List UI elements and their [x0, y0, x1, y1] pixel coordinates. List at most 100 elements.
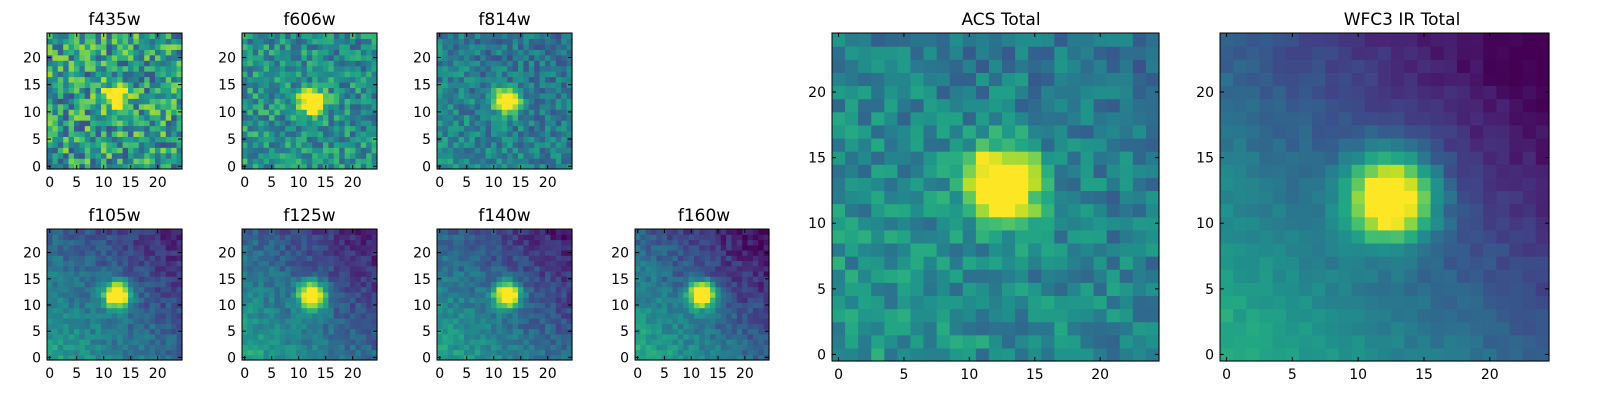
heatmap-cell — [165, 60, 172, 67]
heatmap-cell — [742, 291, 749, 298]
heatmap-cell — [458, 244, 465, 251]
heatmap-cell — [360, 239, 367, 246]
heatmap-cell — [328, 136, 335, 143]
heatmap-cell — [501, 260, 508, 267]
heatmap-cell — [90, 323, 97, 330]
heatmap-cell — [512, 33, 519, 40]
heatmap-cell — [171, 60, 178, 67]
heatmap-cell — [366, 286, 373, 293]
heatmap-cell — [1054, 216, 1069, 231]
heatmap-cell — [317, 38, 324, 45]
heatmap-cell — [122, 125, 129, 132]
heatmap-cell — [464, 92, 470, 99]
heatmap-cell — [165, 136, 172, 143]
heatmap-cell — [485, 109, 492, 116]
heatmap-cell — [469, 344, 476, 351]
heatmap-cell — [306, 109, 313, 116]
heatmap-cell — [247, 109, 254, 116]
heatmap-cell — [845, 164, 859, 178]
heatmap-cell — [263, 281, 270, 288]
heatmap-cell — [832, 308, 846, 323]
heatmap-cell — [263, 76, 270, 83]
heatmap-cell — [910, 334, 925, 349]
heatmap-cell — [496, 239, 503, 246]
x-tick-label: 10 — [485, 175, 503, 191]
heatmap-cell — [117, 312, 124, 319]
heatmap-cell — [469, 33, 476, 40]
heatmap-cell — [252, 265, 259, 272]
heatmap-cell — [263, 265, 270, 272]
heatmap-cell — [1028, 229, 1042, 244]
heatmap-cell — [296, 344, 302, 351]
heatmap-cell — [832, 190, 846, 205]
heatmap-cell — [447, 147, 454, 154]
heatmap-cell — [555, 323, 562, 330]
heatmap-cell — [301, 71, 308, 78]
heatmap-cell — [726, 297, 733, 303]
heatmap-cell — [328, 49, 335, 56]
heatmap-cell — [90, 152, 97, 159]
heatmap-cell — [84, 81, 91, 88]
heatmap-cell — [366, 60, 373, 67]
heatmap-cell — [350, 333, 356, 340]
y-tick-label: 5 — [32, 324, 41, 340]
heatmap-cell — [447, 302, 454, 309]
heatmap-cell — [317, 276, 324, 282]
heatmap-cell — [122, 71, 129, 78]
heatmap-cell — [366, 81, 373, 88]
heatmap-cell — [111, 163, 118, 170]
axes-frame — [46, 32, 183, 170]
heatmap-cell — [523, 291, 530, 298]
heatmap-cell — [371, 130, 378, 137]
heatmap-cell — [165, 239, 172, 246]
heatmap-cell — [453, 344, 460, 351]
heatmap-cell — [339, 125, 346, 132]
heatmap-cell — [95, 163, 102, 170]
heatmap-cell — [138, 65, 145, 72]
heatmap-cell — [453, 114, 460, 121]
heatmap-cell — [693, 229, 700, 235]
heatmap-cell — [742, 297, 749, 303]
heatmap-cell — [366, 339, 373, 345]
heatmap-cell — [52, 265, 59, 272]
heatmap-cell — [63, 54, 70, 61]
heatmap-cell — [501, 339, 508, 345]
heatmap-cell — [528, 255, 535, 262]
heatmap-cell — [128, 234, 134, 241]
heatmap-cell — [501, 125, 508, 132]
heatmap-cell — [871, 256, 885, 270]
heatmap-cell — [122, 65, 129, 72]
heatmap-cell — [149, 109, 156, 116]
heatmap-cell — [539, 318, 546, 324]
heatmap-cell — [480, 125, 487, 132]
heatmap-cell — [296, 103, 302, 110]
heatmap-cell — [704, 302, 711, 309]
heatmap-cell — [534, 60, 541, 67]
heatmap-cell — [344, 92, 351, 99]
heatmap-cell — [464, 76, 470, 83]
heatmap-cell — [726, 354, 733, 361]
heatmap-cell — [95, 158, 102, 165]
heatmap-cell — [512, 239, 519, 246]
heatmap-cell — [301, 255, 308, 262]
heatmap-cell — [52, 328, 59, 335]
heatmap-cell — [683, 328, 690, 335]
heatmap-cell — [677, 344, 684, 351]
heatmap-cell — [437, 244, 443, 251]
heatmap-cell — [323, 98, 329, 105]
heatmap-cell — [661, 349, 668, 356]
heatmap-cell — [133, 229, 140, 235]
heatmap-cell — [1080, 334, 1095, 349]
heatmap-cell — [176, 49, 183, 56]
heatmap-cell — [962, 229, 977, 244]
heatmap-cell — [68, 163, 75, 170]
heatmap-cell — [263, 71, 270, 78]
heatmap-cell — [464, 318, 470, 324]
heatmap-cell — [165, 76, 172, 83]
heatmap-cell — [469, 38, 476, 45]
heatmap-cell — [95, 239, 102, 246]
heatmap-cell — [635, 270, 641, 277]
heatmap-cell — [496, 103, 503, 110]
heatmap-cell — [736, 318, 743, 324]
heatmap-cell — [640, 270, 647, 277]
